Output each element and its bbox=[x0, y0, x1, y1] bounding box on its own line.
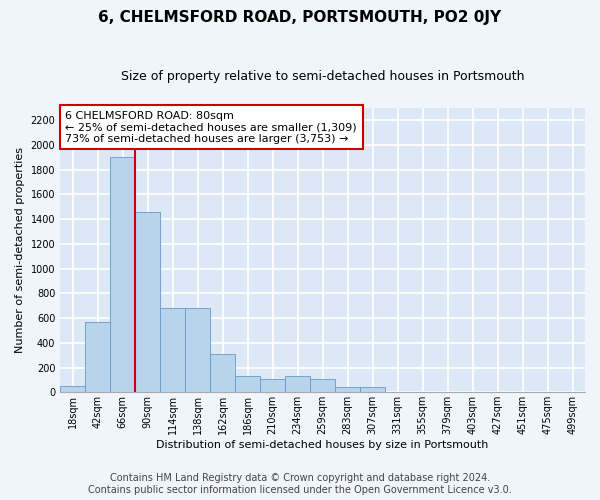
Title: Size of property relative to semi-detached houses in Portsmouth: Size of property relative to semi-detach… bbox=[121, 70, 524, 83]
Bar bbox=[85, 322, 110, 392]
Text: 6, CHELMSFORD ROAD, PORTSMOUTH, PO2 0JY: 6, CHELMSFORD ROAD, PORTSMOUTH, PO2 0JY bbox=[98, 10, 502, 25]
Bar bbox=[135, 212, 160, 392]
Bar bbox=[110, 158, 135, 392]
Bar bbox=[160, 308, 185, 392]
Text: Contains HM Land Registry data © Crown copyright and database right 2024.
Contai: Contains HM Land Registry data © Crown c… bbox=[88, 474, 512, 495]
Text: 6 CHELMSFORD ROAD: 80sqm
← 25% of semi-detached houses are smaller (1,309)
73% o: 6 CHELMSFORD ROAD: 80sqm ← 25% of semi-d… bbox=[65, 110, 357, 144]
Bar bbox=[285, 376, 310, 392]
Bar bbox=[360, 388, 385, 392]
X-axis label: Distribution of semi-detached houses by size in Portsmouth: Distribution of semi-detached houses by … bbox=[157, 440, 489, 450]
Bar bbox=[235, 376, 260, 392]
Bar bbox=[210, 354, 235, 393]
Bar bbox=[335, 388, 360, 392]
Bar bbox=[185, 308, 210, 392]
Bar bbox=[60, 386, 85, 392]
Bar bbox=[310, 378, 335, 392]
Y-axis label: Number of semi-detached properties: Number of semi-detached properties bbox=[15, 147, 25, 353]
Bar bbox=[260, 378, 285, 392]
